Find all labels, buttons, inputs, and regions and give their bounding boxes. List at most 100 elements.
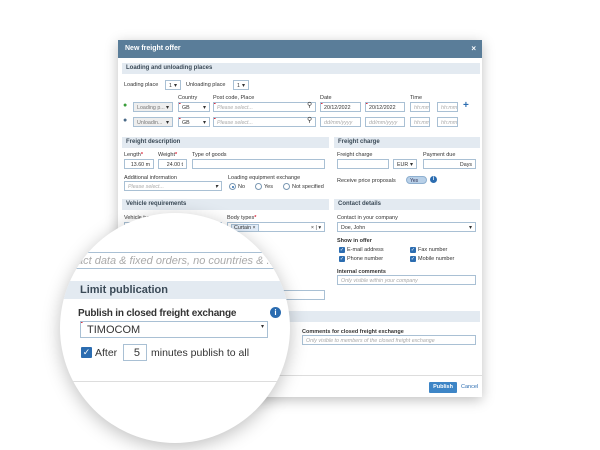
internal-comments-input[interactable]: Only visible within your company xyxy=(337,275,476,285)
checkbox-phone[interactable]: ✓ xyxy=(339,256,345,262)
place-input[interactable]: Please select... xyxy=(213,117,316,127)
body-types-select[interactable]: Curtain × × | ▾ xyxy=(227,222,325,232)
closed-comments-input[interactable]: Only visible to members of the closed fr… xyxy=(302,335,476,345)
time-to-input[interactable]: hh:mm xyxy=(437,102,458,112)
loading-place-select[interactable]: 1 xyxy=(165,80,181,90)
length-label: Length* xyxy=(124,152,143,158)
charge-label: Freight charge xyxy=(337,152,373,158)
radio-not-specified[interactable] xyxy=(283,183,290,190)
exchange-label: Loading equipment exchange xyxy=(228,175,301,181)
date-from-input[interactable]: dd/mm/yyyy xyxy=(320,117,361,127)
country-select[interactable]: GB xyxy=(178,117,210,127)
country-label: Country xyxy=(178,95,198,101)
proposals-label: Receive price proposals xyxy=(337,178,396,184)
show-label: Show in offer xyxy=(337,238,372,244)
length-unit: m xyxy=(145,162,150,168)
date-to-input[interactable]: dd/mm/yyyy xyxy=(365,117,405,127)
company-select[interactable]: Doe, John xyxy=(337,222,476,232)
checkbox-fax[interactable]: ✓ xyxy=(410,247,416,253)
publish-closed-label: Publish in closed freight exchange xyxy=(78,308,237,319)
magnified-divider xyxy=(60,381,290,382)
time-label: Time xyxy=(410,95,423,101)
length-value: 13.60 xyxy=(130,162,145,168)
row-type-select[interactable]: Loading p... xyxy=(133,102,173,112)
info-icon[interactable]: i xyxy=(270,307,281,318)
radio-no[interactable] xyxy=(229,183,236,190)
email-label: E-mail address xyxy=(347,247,384,253)
checkbox-email[interactable]: ✓ xyxy=(339,247,345,253)
additional-select[interactable]: Please select... xyxy=(124,181,222,191)
section-vehicle: Vehicle requirements xyxy=(122,199,329,210)
body-types-text: Body types xyxy=(227,215,255,221)
length-label-text: Length xyxy=(124,152,141,158)
weight-label: Weight* xyxy=(158,152,178,158)
radio-yes-label: Yes xyxy=(264,184,273,190)
proposals-toggle[interactable]: Yes xyxy=(406,176,427,184)
date-to-input[interactable]: 20/12/2022 xyxy=(365,102,405,112)
search-icon[interactable]: ⚲ xyxy=(307,117,313,124)
unloading-place-label: Unloading place xyxy=(186,82,226,88)
minutes-label: minutes publish to all xyxy=(151,347,250,359)
limit-publication-header: Limit publication xyxy=(60,281,290,299)
internal-label: Internal comments xyxy=(337,269,386,275)
phone-label: Phone number xyxy=(347,256,384,262)
fax-label: Fax number xyxy=(418,247,448,253)
closed-exchange-select[interactable]: TIMOCOM xyxy=(80,321,268,338)
after-label: After xyxy=(95,347,118,359)
search-icon[interactable]: ⚲ xyxy=(307,102,313,109)
body-chip[interactable]: Curtain × xyxy=(231,224,259,231)
section-freight-description: Freight description xyxy=(122,137,329,148)
company-label: Contact in your company xyxy=(337,215,398,221)
weight-unit: t xyxy=(181,162,183,168)
unloading-pin-icon: ● xyxy=(123,117,128,124)
time-from-input[interactable]: hh:mm xyxy=(410,102,430,112)
footer-divider xyxy=(118,375,482,376)
section-limit-publication-bg xyxy=(122,311,480,322)
place-input[interactable]: Please select... xyxy=(213,102,316,112)
goods-input[interactable] xyxy=(192,159,325,169)
dialog-header: New freight offer × xyxy=(118,40,482,58)
add-place-button[interactable]: + xyxy=(463,100,469,111)
section-freight-charge: Freight charge xyxy=(334,137,480,148)
section-contact: Contact details xyxy=(334,199,480,210)
goods-label: Type of goods xyxy=(192,152,227,158)
charge-input[interactable] xyxy=(337,159,389,169)
radio-not-specified-label: Not specified xyxy=(292,184,324,190)
magnified-input[interactable]: o contact data & fixed orders, no countr… xyxy=(60,252,290,269)
loading-pin-icon: ● xyxy=(123,102,128,109)
loading-place-label: Loading place xyxy=(124,82,159,88)
minutes-input[interactable]: 5 xyxy=(123,344,147,361)
due-label: Payment due xyxy=(423,152,456,158)
closed-comments-label: Comments for closed freight exchange xyxy=(302,329,404,335)
close-icon[interactable]: × xyxy=(471,44,476,53)
row-type-select[interactable]: Unloadin... xyxy=(133,117,173,127)
cancel-button[interactable]: Cancel xyxy=(461,384,479,390)
length-input[interactable]: 13.60 m xyxy=(124,159,154,169)
weight-label-text: Weight xyxy=(158,152,176,158)
magnifier: o contact data & fixed orders, no countr… xyxy=(60,213,290,443)
checkbox-mobile[interactable]: ✓ xyxy=(410,256,416,262)
date-from-input[interactable]: 20/12/2022 xyxy=(320,102,361,112)
dialog-title: New freight offer xyxy=(125,45,181,52)
body-types-label: Body types* xyxy=(227,215,257,221)
time-from-input[interactable]: hh:mm xyxy=(410,117,430,127)
radio-yes[interactable] xyxy=(255,183,262,190)
mobile-label: Mobile number xyxy=(418,256,455,262)
due-input[interactable]: Days xyxy=(423,159,476,169)
publish-button[interactable]: Publish xyxy=(429,382,457,393)
postcode-label: Post code, Place xyxy=(213,95,255,101)
weight-input[interactable]: 24.00 t xyxy=(158,159,187,169)
weight-value: 24.00 xyxy=(166,162,181,168)
unloading-place-select[interactable]: 1 xyxy=(233,80,249,90)
body-chip-label: Curtain xyxy=(234,225,252,231)
country-select[interactable]: GB xyxy=(178,102,210,112)
additional-label: Additional information xyxy=(124,175,177,181)
clear-icon[interactable]: × | ▾ xyxy=(310,225,321,231)
radio-no-label: No xyxy=(238,184,246,190)
currency-select[interactable]: EUR xyxy=(393,159,417,169)
info-icon[interactable]: i xyxy=(430,176,437,183)
date-label: Date xyxy=(320,95,332,101)
time-to-input[interactable]: hh:mm xyxy=(437,117,458,127)
after-checkbox[interactable]: ✓ xyxy=(81,347,92,358)
section-loading: Loading and unloading places xyxy=(122,63,480,74)
